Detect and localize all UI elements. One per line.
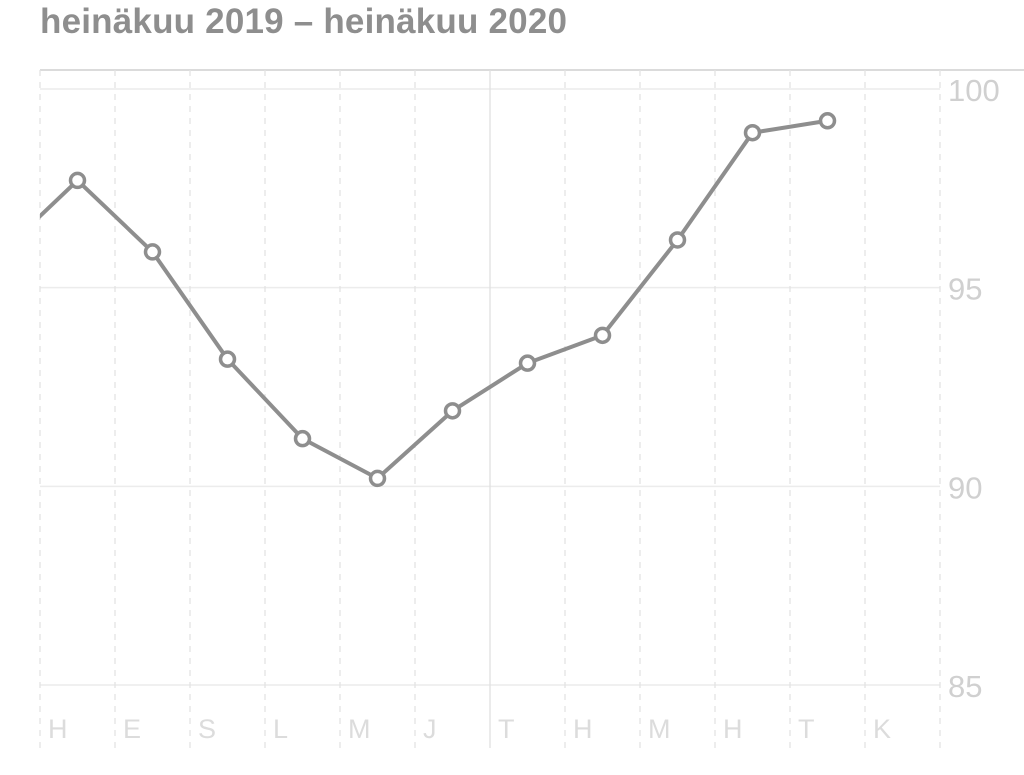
data-point-S xyxy=(218,350,237,368)
series-line xyxy=(40,118,828,481)
x-tick-label: H xyxy=(723,714,743,744)
data-point-H xyxy=(743,123,762,142)
data-point-E xyxy=(143,243,162,261)
data-point-L xyxy=(293,429,312,448)
data-point-M xyxy=(368,469,387,488)
data-point-H xyxy=(68,171,87,190)
x-tick-label: M xyxy=(348,714,371,744)
y-tick-label: 90 xyxy=(948,470,982,505)
x-tick-label: T xyxy=(498,714,515,744)
chart-title: heinäkuu 2019 – heinäkuu 2020 xyxy=(40,2,568,41)
x-tick-label: E xyxy=(123,714,141,744)
x-tick-label: K xyxy=(873,714,891,744)
y-tick-label: 95 xyxy=(948,272,982,307)
data-point-M xyxy=(668,231,687,249)
data-point-H xyxy=(593,326,612,345)
data-point-J xyxy=(443,402,462,420)
x-tick-label: T xyxy=(798,714,815,744)
x-tick-label: H xyxy=(573,714,593,744)
data-point-T xyxy=(818,112,837,130)
data-point-T xyxy=(518,354,537,372)
y-tick-label: 100 xyxy=(948,73,1000,108)
x-tick-label: J xyxy=(423,714,437,744)
x-tick-label: S xyxy=(198,714,216,744)
x-tick-label: M xyxy=(648,714,671,744)
y-tick-label: 85 xyxy=(948,669,982,704)
x-tick-label: H xyxy=(48,714,68,744)
x-tick-label: L xyxy=(273,714,288,744)
